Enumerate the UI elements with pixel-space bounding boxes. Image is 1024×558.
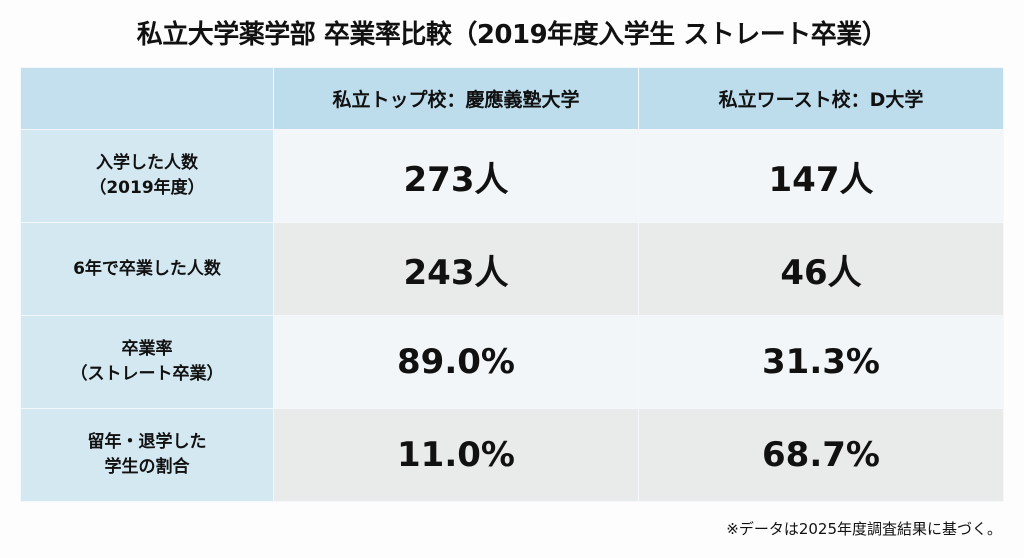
table-row: 6年で卒業した人数 243人 46人 (20, 222, 1004, 316)
row-label-line: （ストレート卒業） (70, 364, 224, 384)
header-d-univ: 私立ワースト校：D大学 (638, 67, 1004, 130)
value-d-univ: 68.7% (638, 408, 1004, 502)
footnote: ※データは2025年度調査結果に基づく。 (726, 520, 1002, 538)
row-label: 卒業率 （ストレート卒業） (20, 315, 274, 409)
comparison-table: 私立トップ校：慶應義塾大学 私立ワースト校：D大学 入学した人数 （2019年度）… (20, 67, 1004, 502)
value-keio: 273人 (273, 129, 639, 223)
row-label-line: 卒業率 (121, 339, 173, 359)
page-title: 私立大学薬学部 卒業率比較（2019年度入学生 ストレート卒業） (136, 20, 888, 50)
row-label-line: 留年・退学した (87, 432, 207, 452)
row-label-line: 6年で卒業した人数 (73, 258, 221, 279)
value-keio: 11.0% (273, 408, 639, 502)
value-keio: 89.0% (273, 315, 639, 409)
row-label: 留年・退学した 学生の割合 (20, 408, 274, 502)
row-label-line: 学生の割合 (104, 457, 190, 477)
value-d-univ: 31.3% (638, 315, 1004, 409)
row-label-line: （2019年度） (89, 178, 205, 198)
header-blank (20, 67, 274, 130)
value-d-univ: 46人 (638, 222, 1004, 316)
table-header-row: 私立トップ校：慶應義塾大学 私立ワースト校：D大学 (20, 67, 1004, 130)
table-row: 留年・退学した 学生の割合 11.0% 68.7% (20, 408, 1004, 502)
table-row: 入学した人数 （2019年度） 273人 147人 (20, 129, 1004, 223)
row-label: 入学した人数 （2019年度） (20, 129, 274, 223)
row-label-line: 入学した人数 (96, 153, 198, 173)
value-keio: 243人 (273, 222, 639, 316)
table-row: 卒業率 （ストレート卒業） 89.0% 31.3% (20, 315, 1004, 409)
row-label: 6年で卒業した人数 (20, 222, 274, 316)
value-d-univ: 147人 (638, 129, 1004, 223)
header-keio: 私立トップ校：慶應義塾大学 (273, 67, 639, 130)
